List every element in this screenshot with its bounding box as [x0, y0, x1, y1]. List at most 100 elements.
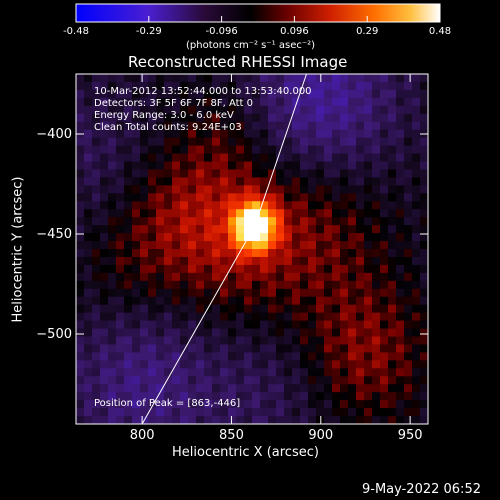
heatmap-cell [380, 121, 389, 131]
annotation-counts: Clean Total counts: 9.24E+03 [94, 122, 242, 133]
heatmap-cell [276, 392, 285, 401]
heatmap-cell [180, 161, 189, 171]
heatmap-cell [284, 201, 293, 210]
heatmap-cell [420, 272, 428, 282]
heatmap-cell [76, 249, 85, 258]
heatmap-cell [92, 185, 101, 194]
heatmap-cell [76, 312, 85, 322]
heatmap-cell [348, 288, 357, 298]
heatmap-cell [132, 296, 141, 306]
heatmap-cell [412, 408, 421, 417]
heatmap-cell [324, 225, 333, 234]
heatmap-cell [252, 137, 261, 147]
heatmap-cell [276, 225, 285, 234]
heatmap-cell [92, 193, 101, 202]
heatmap-cell [108, 336, 117, 346]
heatmap-cell [332, 145, 341, 155]
heatmap-cell [236, 217, 245, 226]
heatmap-cell [292, 129, 301, 139]
heatmap-cell [356, 105, 365, 115]
heatmap-cell [172, 304, 181, 314]
heatmap-cell [140, 264, 149, 274]
x-tick-label: 800 [129, 428, 155, 443]
heatmap-cell [292, 74, 301, 83]
heatmap-cell [340, 288, 349, 298]
heatmap-cell [244, 264, 253, 274]
heatmap-cell [76, 296, 85, 306]
heatmap-cell [236, 416, 245, 424]
heatmap-cell [204, 153, 213, 163]
heatmap-cell [132, 400, 141, 409]
heatmap-cell [116, 129, 125, 139]
heatmap-cell [308, 209, 317, 218]
heatmap-cell [316, 336, 325, 346]
heatmap-cell [76, 209, 85, 218]
heatmap-cell [316, 225, 325, 234]
heatmap-cell [412, 145, 421, 155]
heatmap-cell [180, 304, 189, 314]
heatmap-cell [316, 264, 325, 274]
heatmap-cell [140, 368, 149, 377]
heatmap-cell [396, 336, 405, 346]
heatmap-cell [156, 137, 165, 147]
heatmap-cell [324, 217, 333, 226]
heatmap-cell [148, 137, 157, 147]
heatmap-cell [236, 193, 245, 202]
heatmap-cell [108, 280, 117, 290]
heatmap-cell [212, 416, 221, 424]
heatmap-cell [340, 384, 349, 393]
heatmap-cell [156, 169, 165, 178]
heatmap-cell [140, 169, 149, 178]
heatmap-cell [76, 185, 85, 194]
heatmap-cell [116, 304, 125, 314]
heatmap-cell [316, 328, 325, 338]
heatmap-cell [76, 105, 85, 115]
heatmap-cell [108, 416, 117, 424]
heatmap-cell [196, 336, 205, 346]
heatmap-cell [284, 256, 293, 266]
heatmap-cell [268, 161, 277, 171]
heatmap-cell [340, 360, 349, 369]
heatmap-cell [164, 145, 173, 155]
heatmap-cell [172, 249, 181, 258]
heatmap-cell [148, 177, 157, 186]
colorbar-unit-label: (photons cm⁻² s⁻¹ asec⁻²) [186, 40, 316, 51]
heatmap-cell [300, 129, 309, 139]
heatmap-cell [388, 328, 397, 338]
heatmap-cell [164, 193, 173, 202]
heatmap-cell [276, 400, 285, 409]
heatmap-cell [220, 74, 229, 83]
heatmap-cell [212, 105, 221, 115]
heatmap-cell [396, 113, 405, 123]
heatmap-cell [76, 320, 85, 330]
heatmap-cell [308, 272, 317, 282]
heatmap-cell [100, 360, 109, 369]
heatmap-cell [196, 233, 205, 242]
heatmap-cell [100, 280, 109, 290]
heatmap-cell [228, 185, 237, 194]
heatmap-cell [284, 320, 293, 330]
heatmap-cell [372, 416, 381, 424]
colorbar [75, 3, 441, 23]
heatmap-cell [252, 304, 261, 314]
heatmap-cell [220, 416, 229, 424]
heatmap-cell [172, 296, 181, 306]
heatmap-cell [388, 272, 397, 282]
heatmap-cell [348, 352, 357, 361]
heatmap-cell [372, 312, 381, 322]
heatmap-cell [164, 400, 173, 409]
heatmap-cell [204, 137, 213, 147]
heatmap-cell [188, 320, 197, 330]
heatmap-cell [188, 416, 197, 424]
heatmap-cell [308, 193, 317, 202]
heatmap-cell [92, 256, 101, 266]
heatmap-cell [252, 161, 261, 171]
heatmap-cell [220, 97, 229, 107]
heatmap-cell [124, 376, 133, 385]
heatmap-cell [108, 177, 117, 186]
heatmap-cell [212, 145, 221, 155]
heatmap-cell [108, 161, 117, 171]
heatmap-cell [412, 400, 421, 409]
heatmap-cell [148, 400, 157, 409]
heatmap-cell [124, 312, 133, 322]
